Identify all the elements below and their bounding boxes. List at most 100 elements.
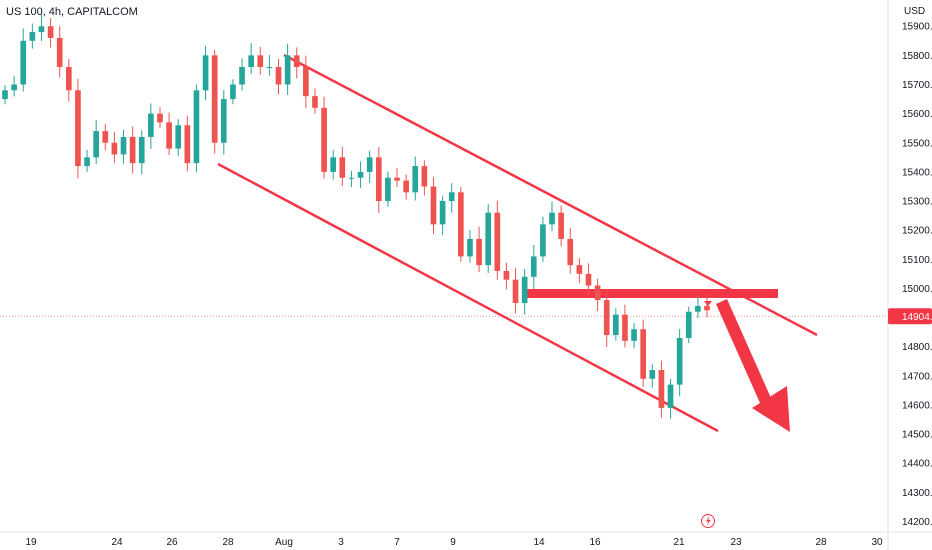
time-tick-label: 14 (533, 537, 545, 548)
candle-body (567, 238, 574, 266)
forecast-arrow (716, 299, 790, 432)
candle (658, 360, 665, 418)
candle (293, 47, 300, 79)
candle-body (321, 107, 327, 172)
candle (540, 216, 546, 263)
lower-channel-line (217, 162, 719, 433)
time-tick-label: 9 (450, 537, 456, 548)
candle (111, 131, 118, 163)
candle-body (38, 26, 45, 33)
candle-body (357, 171, 364, 178)
candles-layer (2, 14, 710, 419)
candle (312, 88, 318, 114)
candle-body (430, 186, 437, 225)
resistance-zone (525, 289, 778, 298)
widget-layer (701, 514, 715, 528)
candle (284, 43, 291, 95)
upper-channel-line (283, 53, 818, 337)
candle (47, 18, 54, 48)
candle-body (631, 329, 637, 341)
candle (695, 297, 701, 318)
time-tick-label: Aug (275, 537, 293, 548)
candle-body (403, 180, 409, 193)
candle (558, 205, 564, 247)
time-tick-label: 21 (673, 537, 685, 548)
candle-body (667, 384, 674, 408)
candle-body (421, 166, 428, 187)
candle-body (120, 136, 127, 155)
candle-body (293, 55, 300, 68)
time-tick-label: 19 (25, 537, 37, 548)
price-tick-label: 14200.0 (902, 517, 932, 528)
time-tick-label: 24 (111, 537, 123, 548)
candle (649, 364, 656, 388)
candle (257, 46, 264, 75)
candle-body (20, 40, 27, 85)
current-price-label: 14904.4 (902, 312, 932, 323)
time-tick-label: 23 (730, 537, 742, 548)
candle (476, 226, 482, 273)
candle (530, 245, 537, 290)
candle (685, 306, 692, 344)
price-tick-label: 14700.0 (902, 371, 932, 382)
candle-body (138, 136, 145, 164)
candle (704, 293, 710, 318)
candle (184, 115, 191, 172)
candle (430, 177, 437, 235)
annotation-layer (217, 53, 818, 433)
forecast-arrow-shaft (716, 299, 771, 403)
candle (394, 167, 400, 188)
candle-body (275, 67, 282, 85)
candle-body (485, 212, 492, 266)
candle-body (129, 136, 136, 164)
candle (211, 49, 218, 154)
candle (485, 204, 492, 273)
price-tick-label: 15800.0 (902, 51, 932, 62)
lightning-icon-bolt (706, 516, 711, 526)
price-tick-label: 15300.0 (902, 197, 932, 208)
candle-body (603, 300, 610, 336)
candle-body (521, 276, 528, 304)
candle-body (284, 55, 291, 85)
candle-body (512, 279, 519, 304)
price-tick-label: 14400.0 (902, 459, 932, 470)
candle-body (530, 256, 537, 277)
candle (357, 161, 364, 188)
time-axis[interactable]: 19 24 26 28 Aug 3 7 9 14 16 21 23 28 30 (25, 537, 883, 548)
candle-body (695, 305, 701, 312)
price-tick-label: 15700.0 (902, 80, 932, 91)
candle (148, 103, 154, 149)
price-axis[interactable]: 15900.0 15800.0 15700.0 15600.0 15500.0 15400… (888, 22, 932, 528)
lightning-icon (701, 514, 715, 528)
candle (2, 85, 8, 105)
candle-body (148, 113, 154, 137)
candle-body (640, 329, 647, 379)
candle (230, 79, 236, 105)
time-tick-label: 28 (222, 537, 234, 548)
candle-body (394, 177, 400, 181)
time-tick-label: 26 (166, 537, 178, 548)
candle (193, 84, 200, 173)
candle-body (220, 99, 227, 143)
candle-body (248, 55, 254, 68)
price-tick-label: 14300.0 (902, 488, 932, 499)
candle (29, 23, 36, 49)
candle (303, 55, 309, 109)
candle-body (239, 67, 245, 85)
candle-body (157, 113, 163, 123)
candle (412, 156, 419, 201)
candle-body (704, 305, 710, 311)
candle-body (412, 166, 419, 193)
candle-body (102, 131, 109, 143)
candle (75, 78, 81, 179)
candle (512, 268, 519, 314)
candle-body (576, 265, 583, 274)
candle (494, 200, 501, 280)
candle (84, 149, 90, 172)
candle (56, 26, 63, 78)
candle-body (385, 177, 391, 202)
candle (439, 195, 446, 236)
candle (585, 263, 592, 296)
